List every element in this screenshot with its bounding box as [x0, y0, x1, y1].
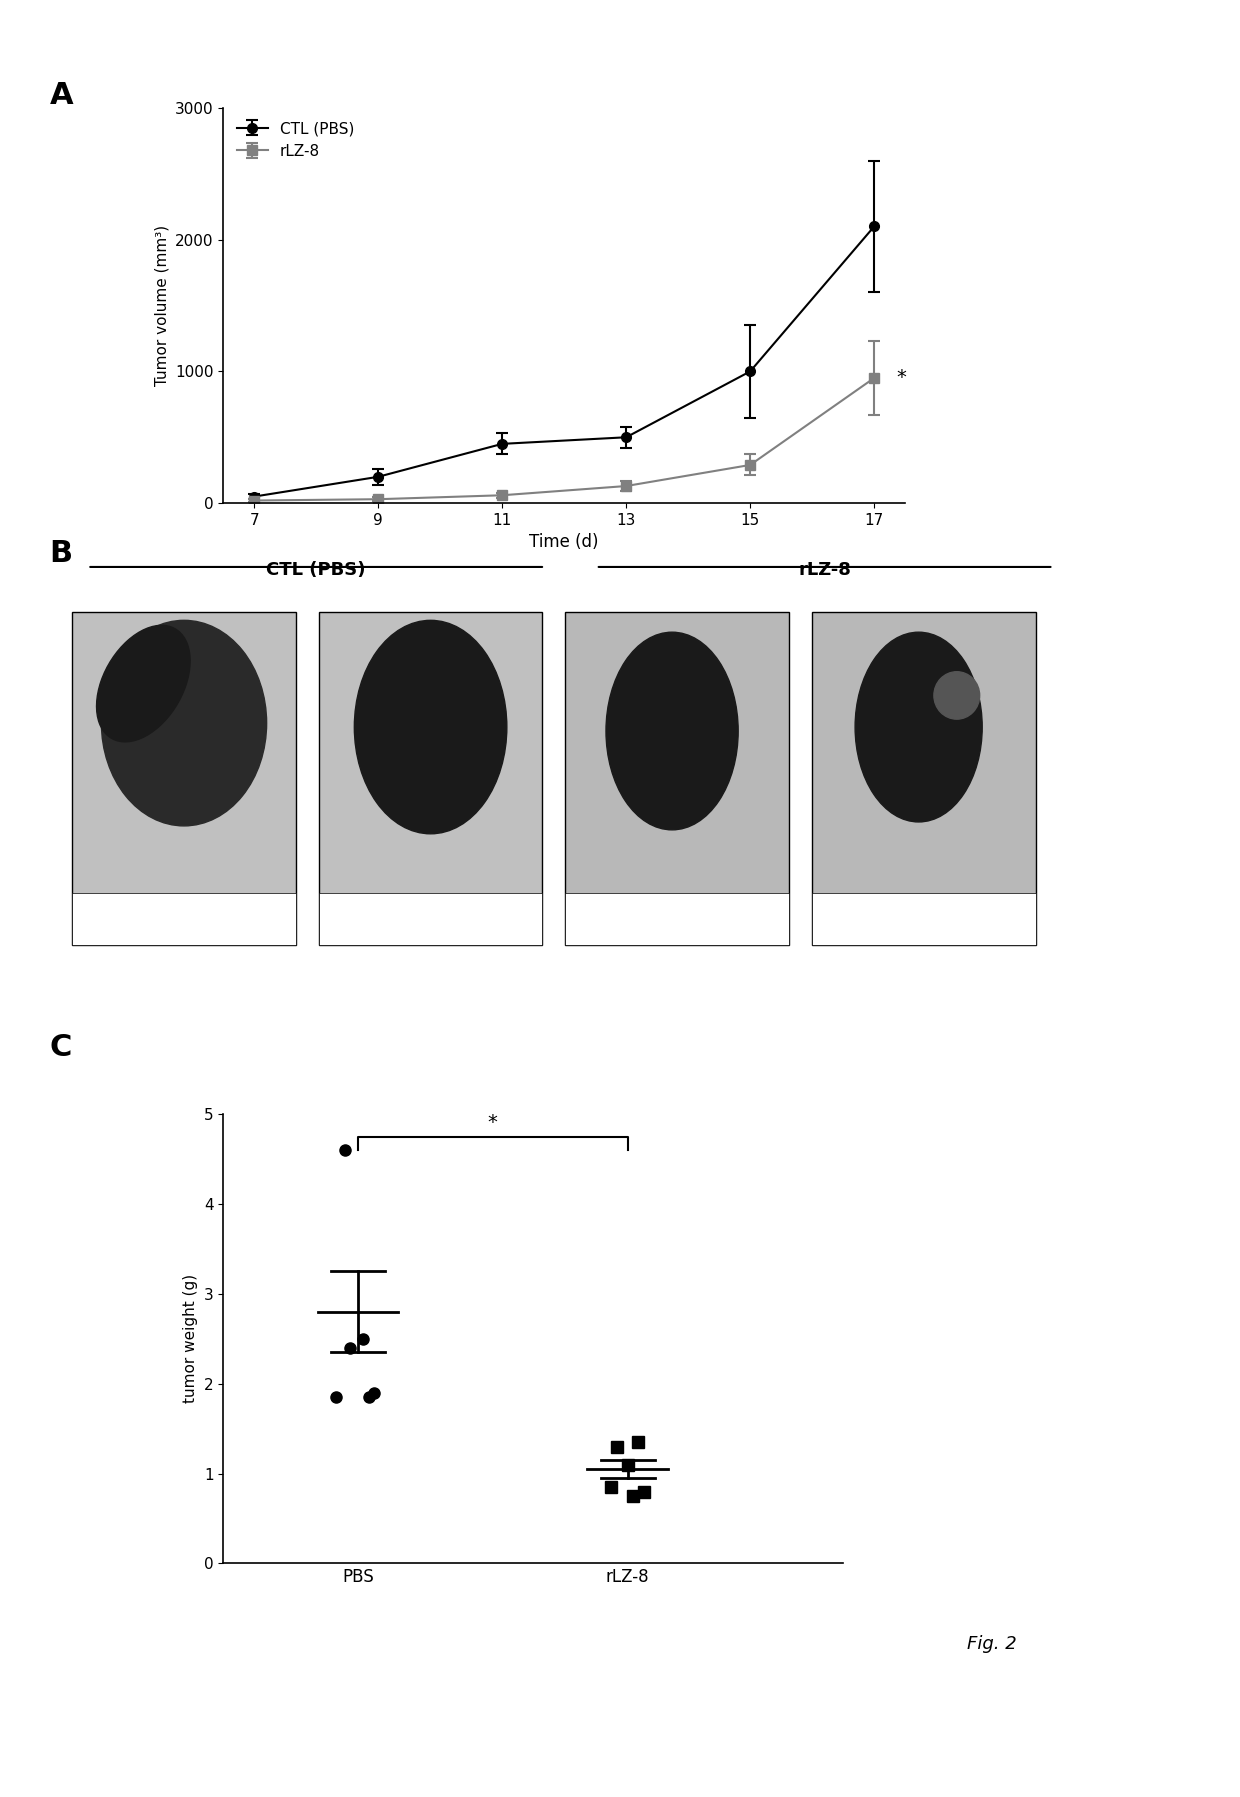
Text: *: *	[895, 368, 905, 388]
Text: rLZ-8: rLZ-8	[799, 561, 851, 579]
Text: B: B	[50, 539, 73, 568]
Ellipse shape	[934, 672, 980, 719]
Legend: CTL (PBS), rLZ-8: CTL (PBS), rLZ-8	[231, 115, 360, 165]
FancyBboxPatch shape	[319, 893, 542, 945]
Text: C: C	[50, 1033, 72, 1062]
Y-axis label: Tumor volume (mm³): Tumor volume (mm³)	[154, 225, 170, 386]
Ellipse shape	[355, 620, 507, 834]
FancyBboxPatch shape	[565, 893, 789, 945]
FancyBboxPatch shape	[319, 613, 542, 945]
FancyBboxPatch shape	[72, 893, 296, 945]
Ellipse shape	[606, 633, 738, 830]
FancyBboxPatch shape	[565, 613, 789, 945]
FancyBboxPatch shape	[812, 893, 1035, 945]
Text: *: *	[487, 1112, 497, 1132]
FancyBboxPatch shape	[812, 613, 1035, 945]
Ellipse shape	[856, 633, 982, 821]
X-axis label: Time (d): Time (d)	[529, 534, 599, 552]
Ellipse shape	[102, 620, 267, 827]
Ellipse shape	[97, 625, 190, 742]
FancyBboxPatch shape	[72, 613, 296, 945]
Y-axis label: tumor weight (g): tumor weight (g)	[184, 1274, 198, 1403]
Text: A: A	[50, 81, 73, 110]
Text: CTL (PBS): CTL (PBS)	[267, 561, 366, 579]
Text: Fig. 2: Fig. 2	[967, 1635, 1017, 1653]
